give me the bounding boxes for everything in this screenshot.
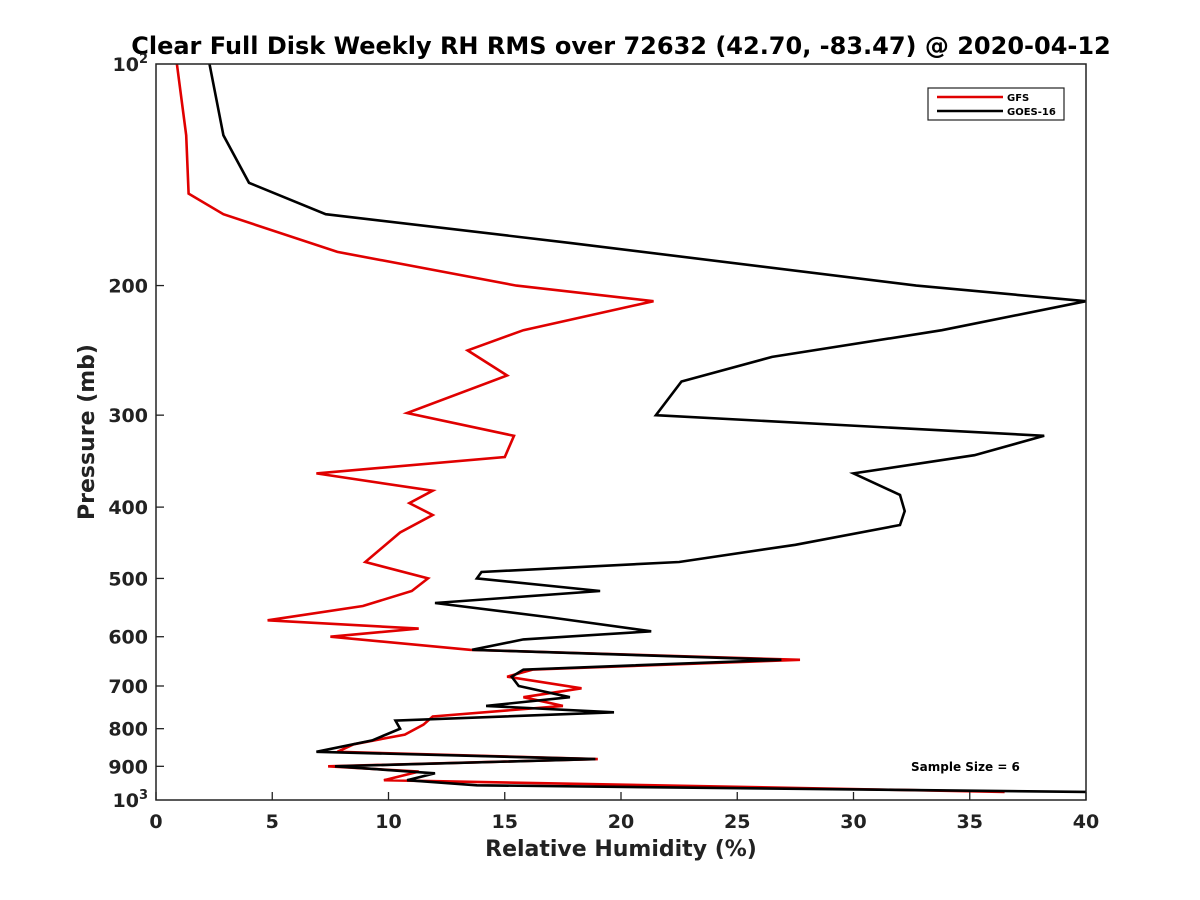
plot-area bbox=[155, 63, 1087, 801]
x-axis: 0 5 10 15 20 25 30 35 40 bbox=[149, 792, 1099, 833]
legend-label-goes16: GOES-16 bbox=[1007, 107, 1056, 118]
y-tick-label: 800 bbox=[108, 719, 148, 741]
legend-label-gfs: GFS bbox=[1007, 93, 1029, 104]
series-layer bbox=[175, 63, 1087, 794]
y-tick-label: 102 bbox=[113, 52, 149, 76]
series-line-gfs bbox=[175, 63, 1005, 794]
y-tick-label: 500 bbox=[108, 568, 148, 590]
y-tick-label: 400 bbox=[108, 497, 148, 519]
y-tick-label: 200 bbox=[108, 276, 148, 298]
legend: GFS GOES-16 bbox=[927, 87, 1065, 121]
sample-size-annotation: Sample Size = 6 bbox=[911, 760, 1020, 774]
plot-frame bbox=[155, 63, 1087, 801]
x-tick-label: 20 bbox=[608, 811, 634, 833]
y-axis-label: Pressure (mb) bbox=[75, 344, 100, 520]
y-tick-label: 900 bbox=[108, 756, 148, 778]
y-tick-label: 300 bbox=[108, 405, 148, 427]
x-tick-label: 25 bbox=[724, 811, 750, 833]
y-tick-label: 103 bbox=[113, 788, 149, 812]
x-tick-label: 0 bbox=[149, 811, 162, 833]
x-tick-label: 35 bbox=[957, 811, 983, 833]
x-tick-label: 5 bbox=[266, 811, 279, 833]
x-axis-label: Relative Humidity (%) bbox=[485, 837, 757, 862]
series-line-goes16 bbox=[208, 63, 1087, 794]
y-axis: 102 200 300 400 500 600 700 800 900 103 bbox=[108, 52, 164, 812]
legend-box bbox=[927, 87, 1065, 121]
chart-title: Clear Full Disk Weekly RH RMS over 72632… bbox=[131, 32, 1111, 60]
x-tick-label: 10 bbox=[375, 811, 401, 833]
x-tick-label: 40 bbox=[1073, 811, 1099, 833]
x-tick-label: 30 bbox=[840, 811, 866, 833]
y-tick-label: 700 bbox=[108, 676, 148, 698]
y-tick-label: 600 bbox=[108, 627, 148, 649]
x-tick-label: 15 bbox=[492, 811, 518, 833]
